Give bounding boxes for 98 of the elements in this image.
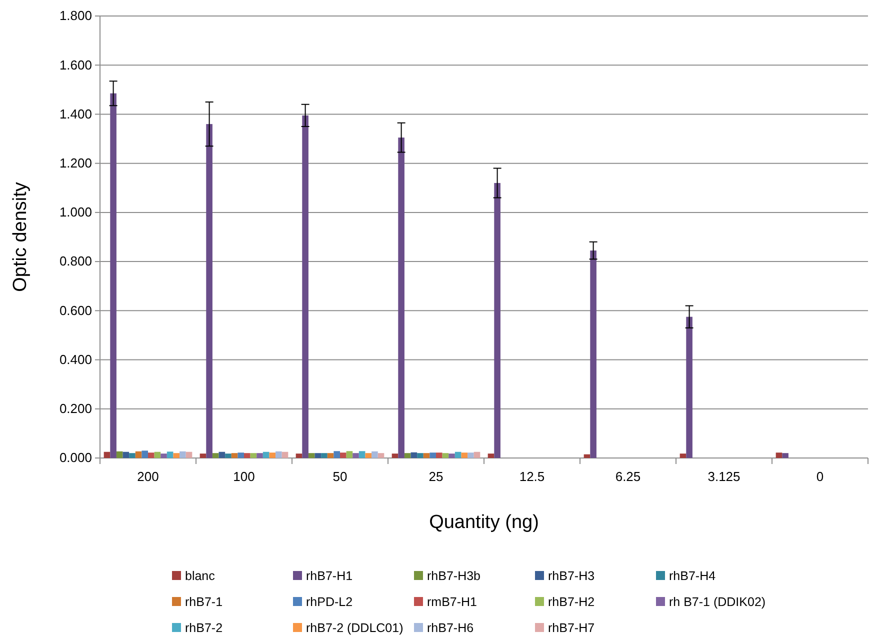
bar <box>372 451 378 458</box>
bar <box>423 453 430 458</box>
bar <box>122 452 130 458</box>
bar <box>398 138 404 458</box>
bar <box>206 124 212 458</box>
bar <box>346 451 353 458</box>
legend-label: rh B7-1 (DDIK02) <box>669 595 766 609</box>
bar <box>365 453 372 458</box>
bar <box>302 115 308 458</box>
bar <box>154 452 161 458</box>
bar <box>173 453 180 458</box>
bar <box>327 453 334 458</box>
bar <box>186 452 192 458</box>
bar <box>454 452 462 458</box>
bar <box>404 453 411 458</box>
bar <box>104 452 110 458</box>
y-tick-label: 1.600 <box>59 57 92 72</box>
bar <box>776 452 782 458</box>
bar <box>590 250 596 458</box>
bar <box>392 454 398 458</box>
bar <box>321 453 328 458</box>
x-tick-label: 3.125 <box>708 469 740 484</box>
bar <box>314 453 322 458</box>
y-tick-label: 1.800 <box>59 8 92 24</box>
bar <box>352 453 359 458</box>
legend-label: rhB7-H6 <box>427 621 474 635</box>
bar <box>238 452 244 458</box>
bar <box>378 453 384 458</box>
bar <box>180 451 186 458</box>
bar <box>448 454 455 458</box>
x-tick-label: 50 <box>332 469 348 484</box>
x-tick-label: 100 <box>233 469 255 484</box>
legend-label: rmB7-H1 <box>427 595 478 609</box>
bar <box>474 452 480 458</box>
legend-label: rhB7-H7 <box>548 621 595 635</box>
x-axis-title: Quantity (ng) <box>429 512 539 533</box>
legend-label: rhB7-1 <box>185 595 223 609</box>
bar <box>135 451 142 458</box>
legend-label: rhPD-L2 <box>306 595 353 609</box>
y-tick-label: 1.400 <box>59 106 92 122</box>
bar <box>686 316 692 458</box>
bar <box>680 454 686 458</box>
bar <box>148 452 154 458</box>
bar <box>269 452 276 458</box>
y-tick-label: 0.200 <box>59 401 92 416</box>
y-tick-label: 0.800 <box>59 254 92 269</box>
y-axis-title: Optic density <box>10 182 31 292</box>
bar <box>296 454 302 458</box>
bar <box>160 454 167 458</box>
legend-label: rhB7-H3 <box>548 569 595 583</box>
x-tick-label: 0 <box>816 469 824 484</box>
y-tick-label: 1.200 <box>59 155 92 170</box>
bar <box>340 452 346 458</box>
bar <box>442 453 449 458</box>
bar <box>166 452 174 458</box>
bar <box>110 93 116 458</box>
legend-label: rhB7-2 <box>185 621 223 635</box>
y-tick-label: 0.000 <box>59 450 92 466</box>
bar <box>250 453 257 458</box>
legend-label: rhB7-H1 <box>306 569 353 583</box>
y-tick-label: 1.000 <box>59 204 92 220</box>
bar <box>225 454 232 458</box>
x-tick-label: 6.25 <box>615 469 641 484</box>
bar <box>212 453 219 458</box>
legend-label: rhB7-H4 <box>669 569 716 583</box>
bar <box>308 453 315 458</box>
legend-label: rhB7-2 (DDLC01) <box>306 621 404 635</box>
bar <box>584 454 590 458</box>
bar <box>231 453 238 458</box>
bar <box>200 454 206 458</box>
legend-label: blanc <box>185 569 215 583</box>
bar <box>468 452 474 458</box>
bar <box>142 450 148 458</box>
x-tick-label: 12.5 <box>519 469 545 484</box>
bar <box>218 452 226 458</box>
bar <box>782 453 788 458</box>
bar <box>430 452 436 458</box>
bar <box>488 454 494 458</box>
legend-label: rhB7-H3b <box>427 569 481 583</box>
legend-label: rhB7-H2 <box>548 595 595 609</box>
bar <box>262 452 270 458</box>
x-tick-label: 200 <box>137 469 159 484</box>
bar <box>276 451 282 458</box>
bar <box>256 453 263 458</box>
bar <box>410 452 418 458</box>
bar <box>494 182 500 458</box>
bar <box>282 452 288 458</box>
bar <box>417 453 424 458</box>
bar <box>334 451 340 458</box>
x-tick-label: 25 <box>428 469 444 484</box>
bar <box>116 451 123 458</box>
bar <box>358 451 366 458</box>
y-tick-label: 0.600 <box>59 302 92 318</box>
bar <box>129 453 136 458</box>
bar <box>244 453 250 458</box>
bar <box>461 452 468 458</box>
y-tick-label: 0.400 <box>59 352 92 367</box>
bar <box>436 452 442 458</box>
